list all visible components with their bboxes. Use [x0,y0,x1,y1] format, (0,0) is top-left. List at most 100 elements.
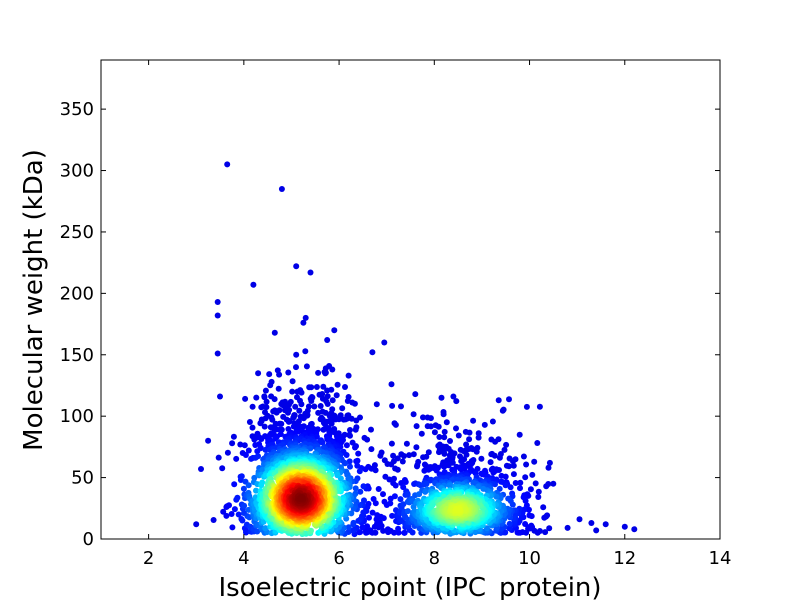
data-point [443,419,450,426]
data-point [205,437,212,444]
data-point [564,524,571,531]
data-point [254,528,261,535]
data-point [285,409,291,416]
data-point [534,440,541,446]
data-point [347,463,353,470]
data-point [224,449,231,456]
data-point [241,502,248,509]
data-point [226,502,232,509]
data-point [516,431,523,438]
data-point [522,521,529,527]
data-point [404,491,411,498]
data-point [307,269,314,276]
data-point [254,448,261,455]
x-tick-label: 2 [143,548,154,569]
data-point [428,423,434,430]
data-point [453,398,460,405]
data-point [343,442,350,449]
data-point [386,476,393,483]
data-point [328,420,335,427]
data-point [510,462,517,469]
data-point [235,511,242,518]
y-tick-label: 200 [60,283,94,304]
data-point [298,401,305,408]
data-point [441,434,448,441]
data-point [413,423,420,430]
data-point [355,450,362,457]
data-point [352,426,359,433]
data-point [492,438,499,445]
data-point [535,488,542,495]
data-point [399,458,406,465]
data-point [278,426,285,433]
data-point [278,420,285,427]
data-point [307,445,314,452]
data-point [237,477,244,483]
data-point [346,458,353,465]
data-point [602,521,609,528]
data-point [631,526,638,533]
data-point [510,471,517,478]
data-point [249,424,256,431]
data-point [217,393,223,400]
data-point [438,394,445,401]
data-point [334,381,341,388]
data-point [510,458,516,465]
data-point [389,402,396,409]
data-point [366,514,372,521]
data-point [353,458,360,465]
data-point [400,484,407,491]
data-point [377,452,384,459]
data-point [475,430,482,437]
data-point [326,428,333,435]
data-point [506,396,512,403]
y-axis-ticks: 0 50 100 150 200 250 300 350 [60,99,720,550]
data-point [380,491,386,498]
data-point [364,523,371,530]
data-point [453,425,459,432]
data-point [400,501,407,508]
data-point [293,263,300,270]
data-point [418,430,425,437]
data-point [329,397,336,404]
data-point [441,463,447,470]
data-point [435,423,442,430]
data-point [436,449,442,456]
data-point [421,467,428,474]
data-point [481,421,488,428]
data-point [331,327,338,334]
data-point [261,394,268,401]
data-point [269,416,276,423]
data-point [621,523,628,530]
data-point [368,446,375,453]
data-point [285,418,292,425]
data-point [316,391,323,398]
data-point [224,161,231,168]
data-point [381,339,388,346]
data-point [258,482,265,489]
data-point [398,403,404,410]
data-point [456,506,463,512]
data-point [210,517,217,523]
data-point [506,520,513,527]
data-point [490,469,497,476]
data-point [223,512,230,519]
data-point [306,384,313,391]
data-point [414,463,420,470]
data-point [395,525,402,532]
data-point [303,363,310,370]
data-point [463,451,470,458]
data-point [324,337,331,343]
data-point [375,486,382,492]
data-point [489,418,496,425]
data-point [263,404,270,411]
data-point [543,483,550,490]
data-point [576,516,583,523]
data-point [447,438,453,444]
data-point [370,496,377,502]
data-point [523,461,530,468]
data-point [424,414,431,421]
data-point [412,391,419,398]
data-point [342,384,348,390]
